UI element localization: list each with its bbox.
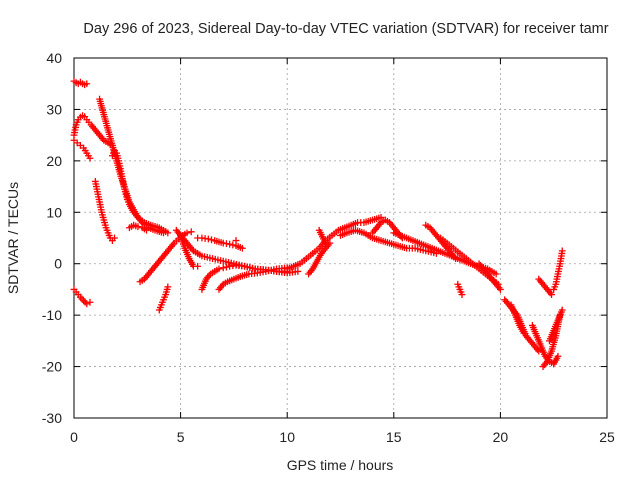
x-tick-label: 15: [386, 429, 402, 445]
x-tick-label: 0: [70, 429, 78, 445]
data-point-marker: [239, 244, 246, 252]
grid-lines: [74, 58, 607, 418]
data-point-marker: [322, 239, 329, 247]
chart-title: Day 296 of 2023, Sidereal Day-to-day VTE…: [83, 21, 608, 37]
y-tick-label: 40: [46, 50, 62, 66]
data-point-marker: [492, 270, 500, 278]
y-tick-label: 30: [46, 101, 62, 117]
data-point-marker: [83, 300, 91, 308]
data-point-marker: [80, 297, 87, 305]
data-point-marker: [497, 286, 504, 293]
data-point-marker: [458, 291, 466, 298]
data-point-marker: [452, 255, 460, 262]
y-tick-label: 20: [46, 153, 62, 169]
x-tick-label: 5: [177, 429, 185, 445]
x-tick-label: 25: [599, 429, 615, 445]
data-point-marker: [223, 263, 230, 271]
data-point-marker: [232, 237, 240, 244]
data-points: [70, 77, 566, 370]
data-point-marker: [520, 329, 528, 337]
data-point-marker: [215, 265, 223, 273]
y-tick-label: 0: [54, 256, 62, 272]
data-point-marker: [194, 262, 202, 270]
data-point-marker: [134, 223, 142, 231]
y-tick-label: -20: [42, 359, 62, 375]
data-point-marker: [554, 352, 562, 360]
data-point-marker: [219, 264, 227, 272]
x-axis-label: GPS time / hours: [287, 457, 394, 473]
plot-frame: [73, 57, 608, 419]
data-point-marker: [229, 241, 237, 249]
data-point-marker: [111, 234, 118, 242]
data-point-marker: [558, 306, 566, 314]
y-tick-label: -10: [42, 307, 62, 323]
axis-ticks: 0 5 10 15 20 25 -30 -20 -10 0 10 20 30 40: [42, 50, 615, 445]
data-point-marker: [548, 291, 555, 298]
data-point-marker: [86, 298, 94, 306]
data-point-marker: [204, 235, 212, 243]
data-point-marker: [294, 268, 302, 275]
y-axis-label: SDTVAR / TECUs: [5, 182, 21, 294]
data-point-marker: [164, 283, 172, 291]
data-point-marker: [187, 228, 195, 236]
data-point-marker: [558, 247, 566, 255]
data-point-marker: [208, 236, 215, 244]
x-tick-label: 10: [279, 429, 295, 445]
data-point-marker: [183, 229, 191, 237]
data-point-marker: [143, 226, 150, 234]
data-point-marker: [535, 347, 543, 355]
data-point-marker: [83, 80, 91, 88]
y-tick-label: -30: [42, 410, 62, 426]
y-tick-label: 10: [46, 204, 62, 220]
data-point-marker: [86, 154, 94, 162]
data-point-marker: [160, 229, 167, 237]
x-tick-label: 20: [493, 429, 509, 445]
data-point-marker: [226, 240, 234, 248]
